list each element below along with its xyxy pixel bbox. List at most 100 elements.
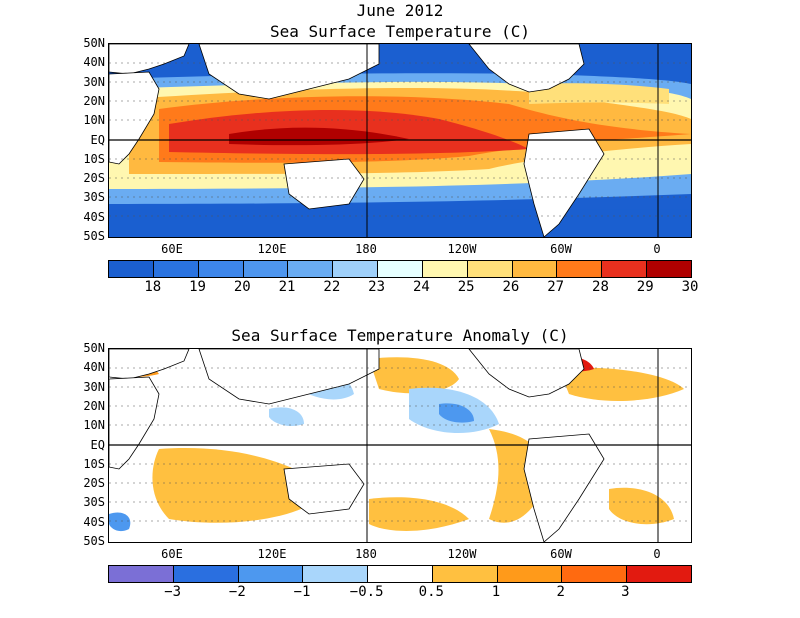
lat-label: 50S [83, 229, 105, 243]
colorbar-swatch [432, 566, 498, 582]
anomaly-neg-south-china-sea [269, 407, 304, 427]
colorbar-swatch [557, 261, 603, 277]
colorbar-label: 0.5 [418, 584, 444, 600]
land-asia [198, 349, 380, 405]
lat-label: 10S [83, 456, 105, 471]
colorbar-label: 20 [233, 279, 251, 295]
colorbar-label: 24 [412, 279, 430, 295]
colorbar-label: 23 [368, 279, 386, 295]
lon-label: 60W [550, 242, 572, 256]
lat-label: 20N [83, 398, 105, 413]
colorbar-label: 25 [457, 279, 475, 295]
lat-label: 50N [83, 341, 105, 355]
lat-label: EQ [90, 132, 105, 147]
colorbar-label: −1 [293, 584, 311, 600]
colorbar-swatch [333, 261, 379, 277]
colorbar-swatch [288, 261, 334, 277]
anomaly-pos-indian-ocean [152, 448, 329, 523]
anomaly-colorbar [108, 565, 692, 583]
colorbar-swatch [368, 566, 433, 582]
lon-label: 120E [257, 547, 287, 561]
land-africa [109, 376, 160, 470]
colorbar-swatch [153, 261, 199, 277]
map-title-date: June 2012 [356, 1, 444, 20]
colorbar-label: −0.5 [349, 584, 384, 600]
lat-label: 40S [83, 514, 105, 529]
land-asia [198, 44, 380, 100]
lat-label: 20N [83, 93, 105, 108]
lat-label: 10N [83, 113, 105, 128]
anomaly-neg-southwest [109, 512, 131, 532]
colorbar-label: −3 [164, 584, 182, 600]
lon-label: 60E [161, 547, 183, 561]
colorbar-label: 26 [502, 279, 520, 295]
colorbar-swatch [238, 566, 304, 582]
land-africa [109, 71, 160, 165]
lat-label: 40N [83, 360, 105, 375]
colorbar-label: 19 [189, 279, 206, 295]
land-north-america [468, 44, 585, 93]
anomaly-pos-north-pacific [369, 357, 459, 394]
lon-label: 120W [447, 547, 477, 561]
land-north-america [468, 349, 585, 398]
lat-label: 40N [83, 55, 105, 70]
colorbar-swatch [198, 261, 244, 277]
lat-label: 30N [83, 379, 105, 394]
colorbar-swatch [109, 261, 154, 277]
land-europe [109, 44, 190, 75]
colorbar-swatch [173, 566, 239, 582]
lat-label: EQ [90, 437, 105, 452]
colorbar-swatch [467, 261, 513, 277]
colorbar-swatch [497, 566, 563, 582]
land-south-america [523, 433, 605, 542]
lat-label: 10N [83, 418, 105, 433]
sst-colorbar [108, 260, 692, 278]
colorbar-label: 21 [278, 279, 296, 295]
lat-label: 30S [83, 190, 105, 205]
lon-label: 0 [653, 242, 661, 256]
land-europe [109, 349, 190, 380]
anomaly-neg-core [439, 403, 474, 423]
anomaly-map-title: Sea Surface Temperature Anomaly (C) [231, 326, 569, 345]
land-south-america [523, 128, 605, 237]
anomaly-pos-north-atlantic [559, 367, 684, 401]
colorbar-label: 3 [621, 584, 630, 600]
colorbar-label: 2 [556, 584, 565, 600]
colorbar-swatch [243, 261, 289, 277]
sst-atlantic-band [529, 83, 669, 104]
colorbar-swatch [562, 566, 628, 582]
lon-label: 0 [653, 547, 661, 561]
colorbar-label: 28 [592, 279, 609, 295]
colorbar-label: 27 [547, 279, 565, 295]
lat-label: 20S [83, 171, 105, 186]
colorbar-swatch [627, 566, 692, 582]
lon-label: 120W [447, 242, 477, 256]
lat-label: 20S [83, 476, 105, 491]
anomaly-map [108, 348, 692, 543]
sst-warm-pool [229, 127, 409, 146]
lon-label: 120E [257, 242, 287, 256]
colorbar-label: 22 [323, 279, 341, 295]
colorbar-swatch [647, 261, 691, 277]
colorbar-swatch [378, 261, 423, 277]
lon-label: 180 [355, 547, 377, 561]
sst-map-title: Sea Surface Temperature (C) [269, 22, 531, 41]
lat-label: 50N [83, 36, 105, 50]
colorbar-swatch [303, 566, 369, 582]
colorbar-swatch [512, 261, 558, 277]
colorbar-swatch [602, 261, 648, 277]
colorbar-label: 1 [491, 584, 501, 600]
lat-label: 30S [83, 495, 105, 510]
lon-label: 60E [161, 242, 183, 256]
colorbar-label: 29 [636, 279, 654, 295]
lat-label: 30N [83, 74, 105, 89]
colorbar-swatch [109, 566, 174, 582]
lat-gridlines [109, 367, 691, 522]
anomaly-pos-south-pacific [369, 497, 469, 531]
lat-label: 40S [83, 209, 105, 224]
colorbar-swatch [422, 261, 468, 277]
sst-map [108, 43, 692, 238]
lat-label: 10S [83, 151, 105, 166]
lat-gridlines [109, 62, 691, 217]
colorbar-label: −2 [228, 584, 246, 600]
